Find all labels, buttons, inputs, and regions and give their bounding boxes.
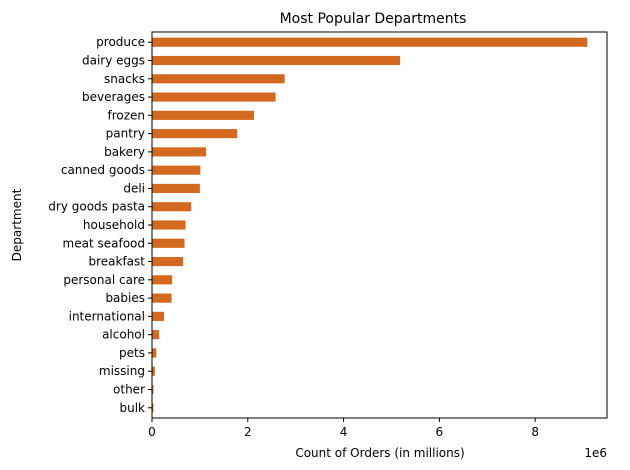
x-tick-label: 0 <box>148 425 156 439</box>
bar-meat-seafood <box>152 238 185 248</box>
bar-frozen <box>152 110 255 120</box>
y-tick-label: bakery <box>104 145 145 159</box>
x-tick-label: 8 <box>531 425 539 439</box>
y-tick-label: snacks <box>104 72 145 86</box>
bar-international <box>152 311 164 321</box>
bar-other <box>152 384 154 395</box>
y-tick-label: alcohol <box>102 328 145 342</box>
y-tick-label: household <box>83 218 145 232</box>
y-tick-label: other <box>113 382 145 396</box>
bar-alcohol <box>152 330 160 340</box>
bar-household <box>152 220 186 230</box>
y-tick-label: breakfast <box>88 255 145 269</box>
y-tick-label: deli <box>123 181 145 195</box>
chart-title: Most Popular Departments <box>280 11 467 27</box>
x-tick-label: 2 <box>244 425 252 439</box>
bar-deli <box>152 183 200 194</box>
y-tick-label: pantry <box>106 127 145 141</box>
y-tick-label: produce <box>96 35 145 49</box>
bar-produce <box>152 37 588 47</box>
y-tick-label: bulk <box>119 401 145 415</box>
y-tick-label: meat seafood <box>63 236 145 250</box>
bar-pets <box>152 348 157 358</box>
bar-pantry <box>152 129 238 139</box>
bar-snacks <box>152 74 285 84</box>
y-tick-label: babies <box>105 291 145 305</box>
bar-breakfast <box>152 256 184 267</box>
bar-dairy-eggs <box>152 55 401 66</box>
y-axis-label: Department <box>10 188 24 261</box>
y-tick-label: missing <box>99 364 145 378</box>
bar-bulk <box>152 403 154 413</box>
x-axis-label: Count of Orders (in millions) <box>295 446 464 460</box>
y-ticks-group: produce dairy eggs snacks beverages frozen pa… <box>48 35 152 415</box>
bar-canned-goods <box>152 165 201 175</box>
y-tick-label: personal care <box>63 273 145 287</box>
bar-dry-goods-pasta <box>152 202 192 212</box>
x-ticks-group: 0 2 4 6 8 <box>148 418 539 439</box>
bar-personal-care <box>152 275 173 285</box>
x-tick-label: 6 <box>436 425 444 439</box>
bar-bakery <box>152 147 207 157</box>
y-tick-label: beverages <box>82 90 145 104</box>
bars-group <box>152 37 588 413</box>
y-tick-label: pets <box>119 346 145 360</box>
y-tick-label: dry goods pasta <box>48 200 145 214</box>
plot-frame <box>151 31 608 419</box>
bar-babies <box>152 293 172 303</box>
y-tick-label: frozen <box>107 108 145 122</box>
bar-beverages <box>152 92 276 102</box>
y-tick-label: international <box>69 309 145 323</box>
y-tick-label: canned goods <box>61 163 145 177</box>
y-tick-label: dairy eggs <box>82 54 145 68</box>
x-tick-label: 4 <box>340 425 348 439</box>
bar-missing <box>152 366 155 376</box>
x-offset-text: 1e6 <box>584 446 607 460</box>
